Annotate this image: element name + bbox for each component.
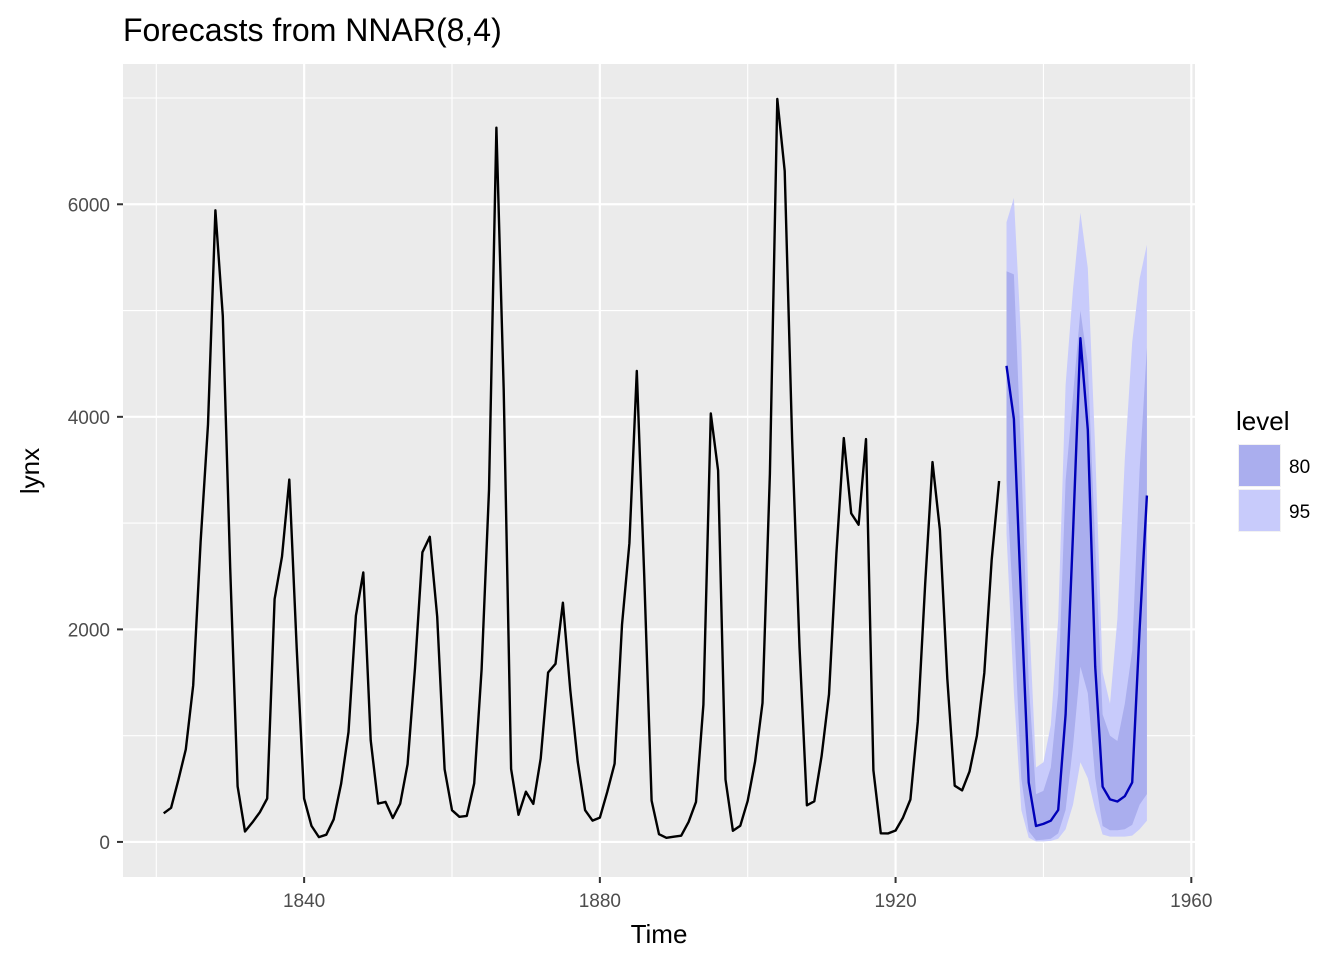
history-line — [162, 97, 1001, 839]
x-tick-label-1960: 1960 — [1170, 891, 1212, 912]
y-tick-label-2000: 2000 — [68, 620, 110, 641]
legend: level 80 95 — [1236, 406, 1310, 532]
legend-swatch-95 — [1239, 490, 1280, 531]
tick-labels: 1840 1880 1920 1960 0 2000 4000 6000 — [68, 195, 1213, 912]
legend-swatch-80 — [1239, 445, 1280, 486]
x-tick-label-1840: 1840 — [283, 891, 325, 912]
x-tick-label-1920: 1920 — [874, 891, 916, 912]
prediction-intervals — [1006, 197, 1147, 842]
band-80 — [1006, 271, 1147, 841]
legend-label-95: 95 — [1289, 502, 1310, 523]
forecast-mean-line — [1005, 337, 1149, 828]
y-tick-label-6000: 6000 — [68, 195, 110, 216]
y-tick-label-4000: 4000 — [68, 408, 110, 429]
series-lines — [162, 97, 1149, 839]
major-gridlines — [123, 64, 1195, 877]
y-axis-title: lynx — [15, 448, 45, 494]
legend-label-80: 80 — [1289, 457, 1310, 478]
x-axis-title: Time — [631, 919, 688, 949]
x-tick-label-1880: 1880 — [579, 891, 621, 912]
chart-title: Forecasts from NNAR(8,4) — [123, 12, 502, 48]
axis-ticks — [117, 203, 1193, 883]
legend-title: level — [1236, 406, 1289, 436]
y-tick-label-0: 0 — [99, 833, 110, 854]
